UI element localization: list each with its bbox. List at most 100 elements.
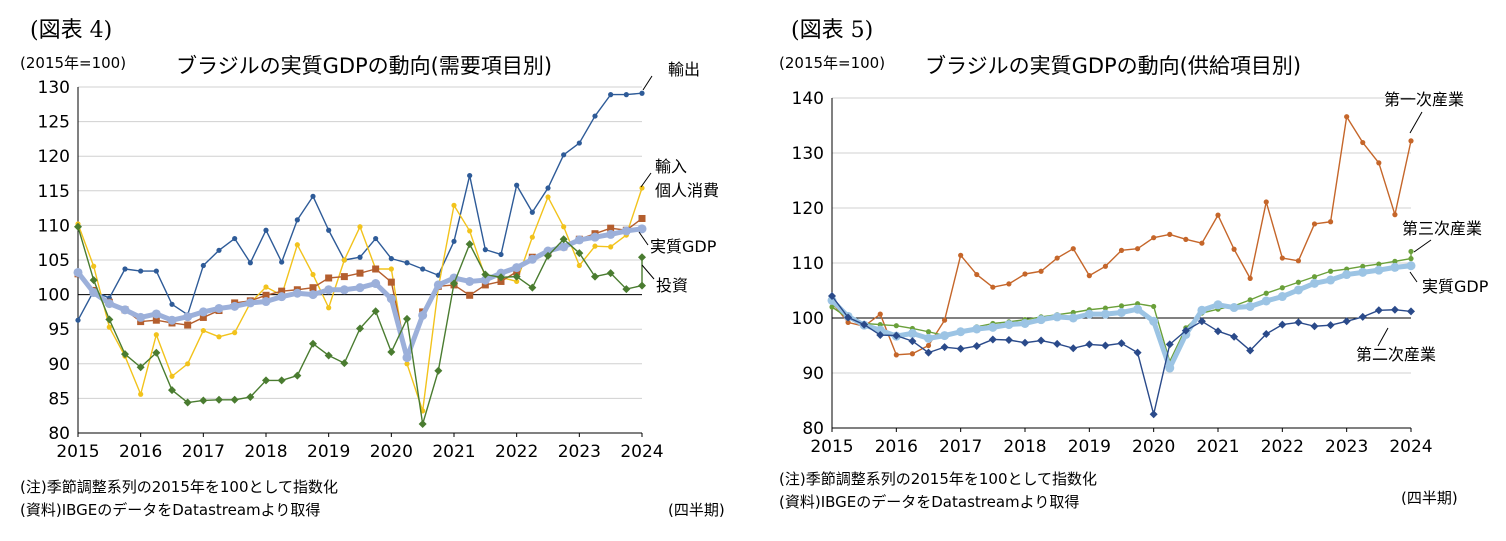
data-point (435, 272, 441, 278)
data-point (1229, 303, 1239, 313)
source-note: (資料)IBGEのデータをDatastreamより取得 (20, 501, 321, 519)
data-point (1004, 320, 1014, 330)
data-point (1327, 268, 1334, 274)
data-point (1374, 265, 1384, 275)
data-point (214, 303, 224, 313)
data-point (1327, 219, 1334, 225)
y-tick-label: 80 (802, 419, 824, 439)
data-point (232, 330, 238, 336)
y-tick-label: 125 (38, 113, 70, 133)
data-point (294, 242, 300, 248)
data-point (355, 283, 365, 293)
data-point (972, 324, 982, 334)
data-point (246, 393, 255, 402)
data-point (1069, 344, 1078, 353)
series-line-4 (74, 222, 646, 429)
series-label: 第一次産業 (1384, 90, 1464, 109)
data-point (1167, 231, 1173, 237)
data-point (1263, 199, 1269, 205)
data-point (1360, 139, 1366, 146)
x-tick-label: 2023 (1325, 437, 1368, 457)
data-point (592, 113, 598, 119)
data-point (136, 363, 145, 372)
data-point (575, 249, 584, 258)
data-point (278, 287, 286, 295)
y-tick-label: 115 (38, 182, 70, 202)
data-point (200, 262, 206, 269)
data-point (450, 279, 458, 288)
y-tick-label: 100 (792, 309, 824, 329)
data-point (356, 324, 364, 333)
data-point (74, 222, 82, 231)
data-point (481, 270, 490, 279)
data-point (167, 315, 177, 325)
data-point (420, 266, 426, 272)
series-label: 第三次産業 (1402, 219, 1482, 238)
data-point (325, 274, 333, 282)
data-point (404, 260, 410, 266)
y-tick-label: 100 (38, 286, 70, 306)
y-tick-label: 120 (792, 199, 824, 219)
data-point (230, 301, 240, 311)
y-tick-label: 140 (792, 89, 824, 109)
data-point (262, 291, 270, 299)
data-point (1149, 316, 1159, 326)
data-point (292, 288, 302, 298)
data-point (136, 312, 146, 322)
data-point (106, 324, 112, 330)
data-point (279, 259, 285, 265)
data-point (956, 327, 966, 337)
y-tick-label: 80 (48, 424, 70, 444)
data-point (371, 279, 381, 289)
data-point (340, 273, 348, 281)
data-point (216, 247, 222, 253)
data-point (466, 291, 474, 299)
figure-label: (図表 5) (791, 18, 874, 43)
data-point (122, 266, 128, 272)
data-point (592, 243, 598, 249)
data-point (1311, 221, 1318, 227)
series-line-3 (73, 224, 647, 363)
data-point (169, 373, 175, 379)
data-point (199, 313, 207, 321)
data-point (1262, 329, 1271, 338)
data-point (1310, 278, 1319, 288)
data-point (639, 90, 645, 96)
data-point (1118, 247, 1125, 253)
data-point (1117, 308, 1126, 317)
x-tick-label: 2018 (1003, 437, 1046, 457)
data-point (263, 227, 269, 233)
data-point (340, 359, 349, 368)
data-point (449, 273, 459, 283)
series-path (77, 226, 643, 425)
data-point (607, 224, 615, 232)
series-path (76, 226, 643, 361)
data-point (326, 305, 332, 311)
y-tick-label: 120 (38, 147, 70, 167)
data-point (988, 335, 997, 344)
data-point (893, 352, 899, 358)
data-point (1181, 326, 1190, 335)
data-point (544, 251, 552, 260)
x-tick-label: 2017 (939, 437, 982, 457)
data-point (496, 268, 506, 278)
series-path (77, 187, 643, 412)
data-point (608, 92, 614, 98)
data-point (153, 268, 159, 274)
data-point (1037, 336, 1046, 345)
data-point (545, 185, 551, 191)
data-point (972, 342, 981, 351)
data-point (1231, 246, 1237, 252)
y-tick-label: 105 (38, 251, 70, 271)
data-point (1151, 235, 1157, 241)
data-point (1022, 271, 1028, 277)
data-point (434, 366, 443, 375)
y-tick-label: 85 (48, 389, 70, 409)
data-point (909, 351, 916, 357)
data-point (1246, 346, 1255, 355)
data-point (310, 193, 316, 199)
y-tick-label: 90 (802, 364, 824, 384)
x-tick-label: 2019 (1068, 437, 1111, 457)
data-point (1068, 313, 1078, 323)
data-point (529, 234, 535, 240)
